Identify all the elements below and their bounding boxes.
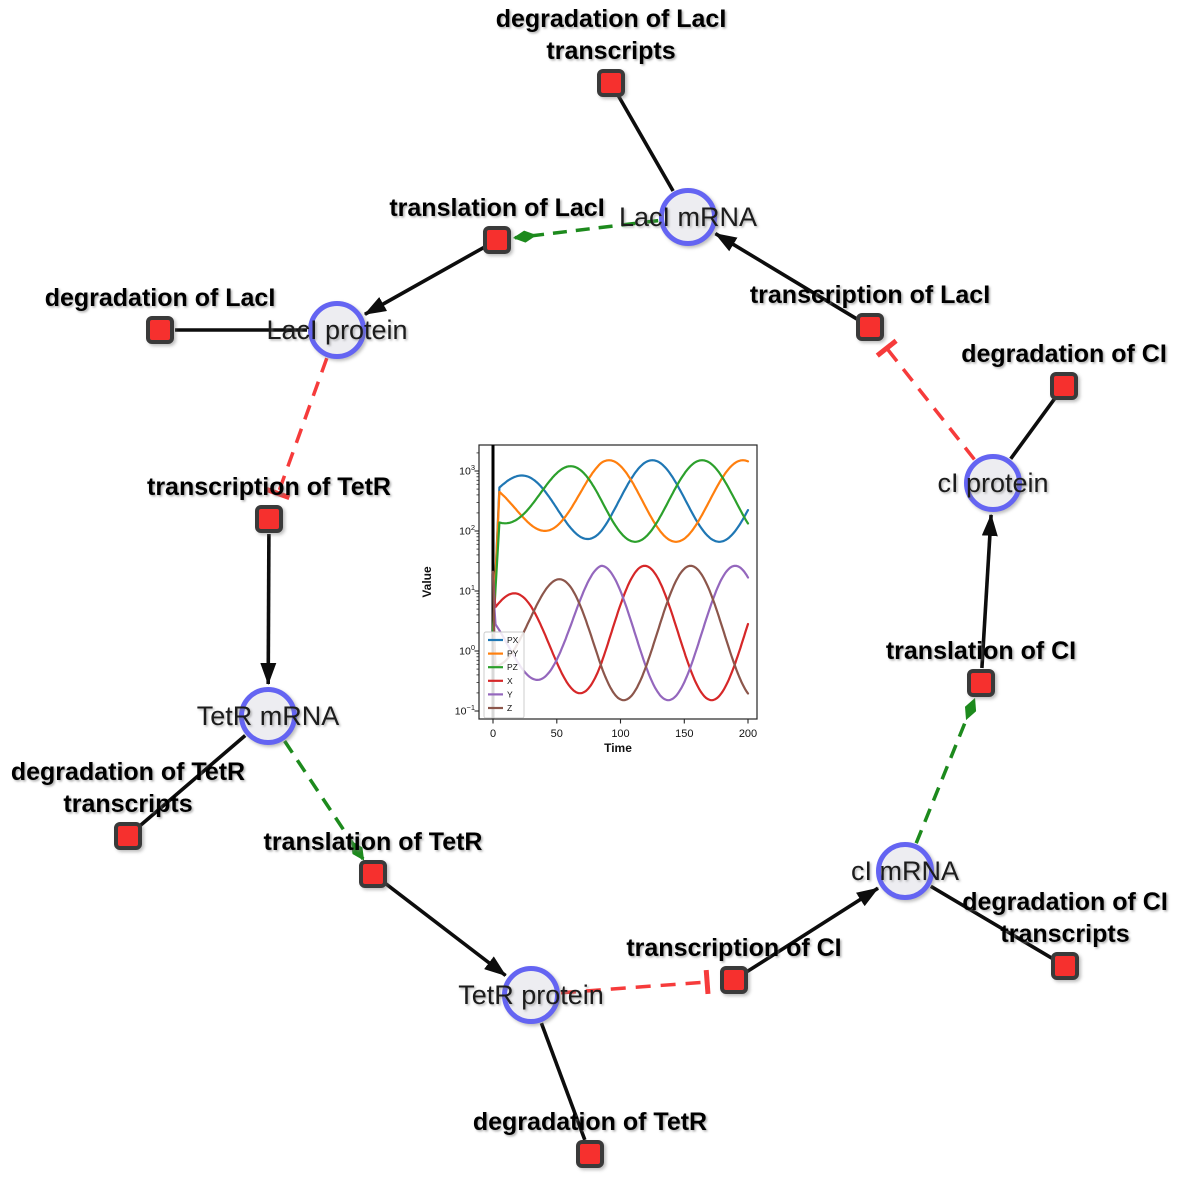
time-series-inset-chart: 0 50 100 150 200 10−1 100 101 102 103 Time Value PX P… [420,436,780,766]
edge-reactant [929,884,1054,960]
y-tick-label: 103 [459,463,475,478]
legend-label: Z [507,703,512,713]
species-node-laci_mrna[interactable] [659,188,717,246]
series-X [491,564,750,702]
legend-label: PZ [507,662,518,672]
edge-product [364,245,485,316]
reaction-node-transcription_ci[interactable] [720,966,748,994]
edge-inhibitor [875,338,976,461]
species-node-tetr_protein[interactable] [502,966,560,1024]
edge-modifier [283,740,365,861]
edge-product [745,886,879,974]
edge-inhibitor [265,357,329,501]
series-PX [491,459,750,635]
legend-label: PY [507,649,519,659]
edge-reactant [616,95,675,192]
reaction-node-deg_ci[interactable] [1050,372,1078,400]
edge-product [980,513,998,669]
edge-product [383,881,507,977]
x-tick-label: 0 [490,728,496,740]
reaction-node-deg_tetr[interactable] [576,1140,604,1168]
y-axis-title: Value [420,566,434,598]
edge-product [260,533,277,685]
series-Z [491,564,750,702]
species-node-ci_mrna[interactable] [876,842,934,900]
x-tick-label: 50 [551,728,563,740]
reaction-node-deg_tetr_transcripts[interactable] [114,822,142,850]
legend-label: PX [507,635,519,645]
reaction-node-deg_laci[interactable] [146,316,174,344]
reaction-node-translation_ci[interactable] [967,669,995,697]
species-node-laci_protein[interactable] [308,301,366,359]
reaction-node-transcription_tetr[interactable] [255,505,283,533]
reaction-node-deg_laci_transcripts[interactable] [597,69,625,97]
legend-label: Y [507,689,513,699]
edge-inhibitor [560,969,711,995]
x-tick-label: 100 [611,728,629,740]
reaction-node-translation_laci[interactable] [483,226,511,254]
edge-product [714,232,859,321]
series-PZ [491,459,750,635]
series-PY [491,459,750,635]
edge-reactant [138,734,247,828]
y-tick-label: 100 [459,643,475,658]
reaction-node-translation_tetr[interactable] [359,860,387,888]
y-tick-label: 102 [459,523,475,538]
legend-label: X [507,676,513,686]
reaction-node-transcription_laci[interactable] [856,313,884,341]
species-node-tetr_mrna[interactable] [239,687,297,745]
x-tick-label: 200 [739,728,757,740]
edge-modifier [914,697,977,844]
edge-reactant [1009,397,1057,460]
edge-reactant [539,1022,587,1141]
x-axis-title: Time [604,741,632,755]
x-tick-label: 150 [675,728,693,740]
edge-modifier [512,218,659,243]
y-tick-label: 101 [459,583,475,598]
y-tick-label: 10−1 [455,703,475,718]
species-node-ci_protein[interactable] [964,454,1022,512]
reaction-node-deg_ci_transcripts[interactable] [1051,952,1079,980]
series-Y [491,564,750,702]
